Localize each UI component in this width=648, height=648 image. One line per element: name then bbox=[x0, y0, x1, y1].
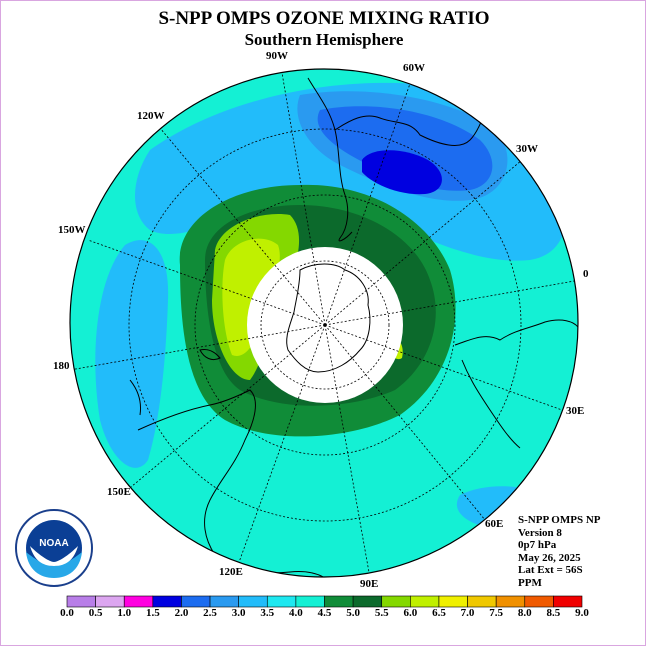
info-block: S-NPP OMPS NP Version 8 0p7 hPa May 26, … bbox=[518, 514, 601, 590]
colorbar-tick-label: 8.5 bbox=[546, 607, 561, 619]
longitude-label-30e: 30E bbox=[566, 405, 585, 417]
colorbar-tick-label: 2.0 bbox=[174, 607, 189, 619]
colorbar-swatch bbox=[209, 595, 239, 608]
colorbar-tick-label: 0.0 bbox=[60, 607, 74, 619]
colorbar-tick-label: 1.0 bbox=[117, 607, 132, 619]
colorbar-tick-label: 6.0 bbox=[403, 607, 418, 619]
colorbar-swatch bbox=[295, 595, 325, 608]
colorbar-tick-label: 1.5 bbox=[145, 607, 160, 619]
colorbar-swatch bbox=[467, 595, 497, 608]
noaa-logo-text: NOAA bbox=[39, 538, 68, 549]
info-date: May 26, 2025 bbox=[518, 551, 581, 564]
longitude-label-120w: 120W bbox=[137, 110, 165, 122]
colorbar-swatch bbox=[438, 595, 468, 608]
field-region-2-0 bbox=[317, 106, 493, 191]
colorbar-tick-label: 6.5 bbox=[432, 607, 446, 619]
map-title: S-NPP OMPS OZONE MIXING RATIO bbox=[158, 8, 490, 29]
longitude-label-60w: 60W bbox=[403, 62, 425, 74]
longitude-label-150e: 150E bbox=[107, 486, 131, 498]
colorbar-swatch bbox=[152, 595, 182, 608]
colorbar-tick-label: 3.5 bbox=[260, 607, 275, 619]
map-boundary bbox=[69, 68, 579, 578]
colorbar-swatch bbox=[410, 595, 440, 608]
coast-south-america bbox=[307, 77, 491, 242]
colorbar-swatch bbox=[238, 595, 268, 608]
colorbar-tick-label: 9.0 bbox=[575, 607, 589, 619]
field-region-1-5 bbox=[362, 150, 442, 195]
longitude-label-180: 180 bbox=[53, 360, 70, 372]
colorbar-tick-label: 5.0 bbox=[346, 607, 360, 619]
colorbar-swatch bbox=[266, 595, 297, 608]
coast-antarctica bbox=[286, 263, 371, 373]
colorbar-tick-label: 8.0 bbox=[517, 607, 532, 619]
colorbar-tick-label: 7.5 bbox=[489, 607, 504, 619]
coast-new-zealand bbox=[199, 349, 221, 361]
colorbar-swatch bbox=[324, 595, 354, 608]
graticule bbox=[70, 69, 578, 577]
info-units: PPM bbox=[518, 576, 542, 589]
noaa-logo: NOAA bbox=[15, 509, 93, 587]
colorbar-swatch bbox=[123, 595, 154, 608]
colorbar-swatch bbox=[181, 595, 211, 608]
longitude-label-90e: 90E bbox=[360, 578, 379, 590]
colorbar-tick-label: 4.0 bbox=[289, 607, 303, 619]
colorbar-swatch bbox=[381, 595, 411, 608]
colorbar-tick-label: 7.0 bbox=[460, 607, 475, 619]
colorbar-swatch bbox=[524, 595, 554, 608]
longitude-label-30w: 30W bbox=[516, 143, 538, 155]
colorbar bbox=[66, 595, 583, 608]
colorbar-tick-label: 3.0 bbox=[231, 607, 246, 619]
info-lat-ext: Lat Ext = 56S bbox=[518, 564, 583, 577]
ozone-field bbox=[70, 69, 578, 577]
colorbar-swatch bbox=[66, 595, 96, 608]
longitude-label-0: 0 bbox=[583, 268, 589, 280]
field-region-3-0-left bbox=[95, 240, 169, 468]
info-pressure: 0p7 hPa bbox=[518, 539, 557, 552]
colorbar-tick-label: 2.5 bbox=[203, 607, 217, 619]
colorbar-tick-label: 4.5 bbox=[317, 607, 332, 619]
colorbar-tick-label: 5.5 bbox=[374, 607, 389, 619]
longitude-label-90w: 90W bbox=[266, 50, 288, 62]
colorbar-tick-label: 0.5 bbox=[88, 607, 103, 619]
coast-new-zealand-south bbox=[129, 379, 141, 416]
colorbar-swatch bbox=[352, 595, 383, 608]
info-instrument: S-NPP OMPS NP bbox=[518, 514, 601, 526]
map-subtitle: Southern Hemisphere bbox=[244, 30, 404, 49]
colorbar-swatch bbox=[495, 595, 526, 608]
longitude-label-150w: 150W bbox=[58, 224, 86, 236]
longitude-label-60e: 60E bbox=[485, 518, 504, 530]
colorbar-swatch bbox=[95, 595, 125, 608]
colorbar-swatch bbox=[553, 595, 583, 608]
field-region-6-0 bbox=[222, 238, 280, 356]
longitude-label-120e: 120E bbox=[219, 566, 243, 578]
coast-africa bbox=[454, 319, 578, 449]
info-version: Version 8 bbox=[518, 526, 562, 539]
